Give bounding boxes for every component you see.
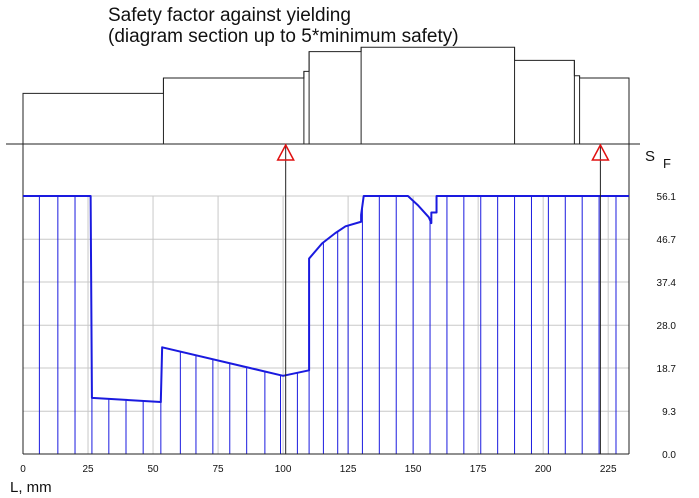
- fill-lines: [22, 196, 630, 454]
- y-axis-label-subscript: F: [663, 156, 671, 171]
- y-tick-label: 37.4: [657, 278, 677, 289]
- chart-title-line-2: (diagram section up to 5*minimum safety): [108, 26, 459, 47]
- y-tick-label: 18.7: [657, 364, 677, 375]
- x-axis-label: L, mm: [10, 479, 52, 496]
- x-tick-label: 225: [600, 464, 617, 475]
- grid: [22, 195, 629, 455]
- shaft-profile: [22, 46, 630, 144]
- chart-title-line-1: Safety factor against yielding: [108, 5, 351, 26]
- shaft-outline: [22, 46, 630, 144]
- critical-section-triangle: [276, 143, 295, 161]
- series-group: [23, 195, 629, 404]
- x-tick-label: 100: [275, 464, 292, 475]
- x-tick-label: 50: [147, 464, 159, 475]
- y-tick-label: 46.7: [657, 235, 677, 246]
- x-tick-label: 0: [20, 464, 26, 475]
- y-axis-label: S: [645, 148, 655, 165]
- x-tick-label: 150: [405, 464, 422, 475]
- y-tick-label: 28.0: [657, 321, 677, 332]
- y-tick-label: 56.1: [657, 192, 677, 203]
- critical-section-markers: [276, 143, 610, 454]
- y-tick-label: 0.0: [662, 450, 676, 461]
- critical-section-triangle: [591, 143, 610, 161]
- x-tick-label: 25: [82, 464, 94, 475]
- x-tick-label: 75: [213, 464, 225, 475]
- x-tick-label: 125: [340, 464, 357, 475]
- y-tick-label: 9.3: [662, 407, 676, 418]
- x-tick-label: 175: [470, 464, 487, 475]
- tick-labels: 0 25 50 75 100 125 150 175 200 225 0.0 9.3 18.7 28.0 3…: [10, 148, 676, 496]
- x-tick-label: 200: [535, 464, 552, 475]
- safety-factor-line: [23, 195, 629, 404]
